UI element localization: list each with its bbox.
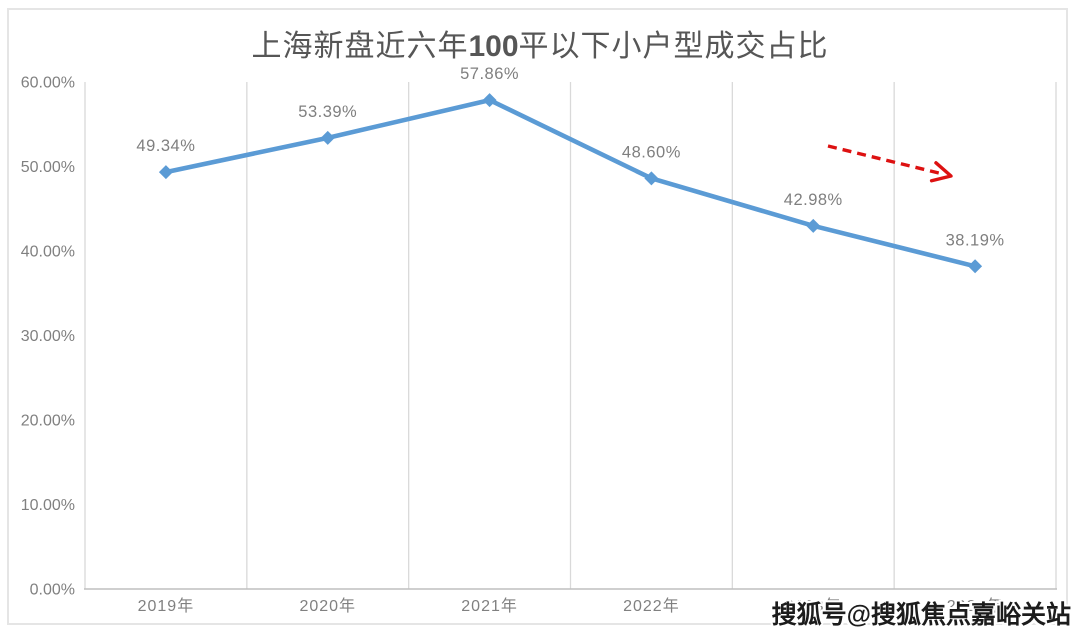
data-point-marker [158, 165, 173, 180]
series-line [163, 97, 978, 269]
chart-title-suffix: 平以下小户型成交占比 [518, 30, 829, 63]
data-point-marker [806, 218, 821, 233]
data-point-marker [644, 171, 659, 186]
trend-arrow-shaft [827, 144, 944, 176]
y-tick-label: 50.00% [21, 159, 75, 176]
data-point-marker [482, 93, 497, 108]
y-tick-label: 20.00% [21, 413, 75, 430]
y-tick-label: 0.00% [30, 582, 75, 599]
x-tick-label: 2024年 [947, 597, 1004, 615]
chart-border-frame [7, 8, 1068, 625]
data-label: 42.98% [784, 191, 843, 209]
chart-title-number: 100 [468, 30, 519, 63]
y-tick-label: 30.00% [21, 328, 75, 345]
data-point-marker [320, 130, 335, 145]
x-tick-label: 2023年 [785, 597, 842, 615]
data-point-marker [968, 259, 983, 274]
data-label: 53.39% [298, 103, 357, 121]
x-tick-label: 2020年 [299, 597, 356, 615]
data-label: 49.34% [136, 137, 195, 155]
x-tick-label: 2021年 [461, 597, 518, 615]
x-tick-label: 2019年 [138, 597, 195, 615]
data-label: 57.86% [460, 65, 519, 83]
x-tick-label: 2022年 [623, 597, 680, 615]
data-label: 48.60% [622, 143, 681, 161]
y-tick-label: 40.00% [21, 244, 75, 261]
data-label: 38.19% [946, 231, 1005, 249]
y-tick-label: 60.00% [21, 75, 75, 92]
watermark: 搜狐号@搜狐焦点嘉峪关站 [771, 601, 1071, 629]
y-tick-label: 10.00% [21, 497, 75, 514]
trend-arrow-head [929, 161, 953, 183]
chart-title-prefix: 上海新盘近六年 [251, 30, 469, 63]
chart-title: 上海新盘近六年100平以下小户型成交占比 [0, 21, 1080, 65]
